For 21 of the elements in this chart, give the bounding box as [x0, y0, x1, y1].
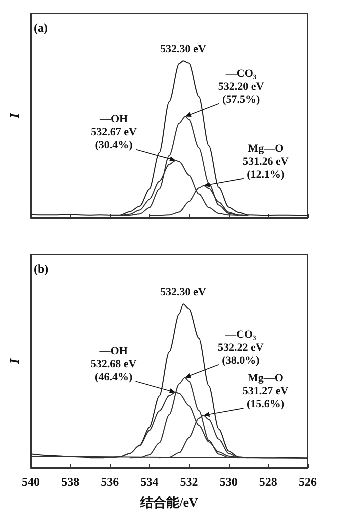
- x-tick-label: 540: [22, 475, 40, 489]
- y-axis-title: I: [7, 112, 22, 120]
- x-tick-label: 532: [180, 475, 198, 489]
- x-tick-label: 530: [220, 475, 238, 489]
- annotation: —CO₃ 532.20 eV (57.5%): [218, 68, 264, 106]
- y-axis-title: I: [7, 358, 22, 366]
- x-tick-label: 536: [101, 475, 120, 489]
- annotation: —CO₃ 532.22 eV (38.0%): [218, 328, 264, 367]
- chart-title: (a): [34, 21, 48, 35]
- x-tick-label: 528: [259, 475, 278, 489]
- x-tick-label: 534: [140, 475, 159, 489]
- annotation: Mg—O 531.26 eV (12.1%): [243, 142, 289, 181]
- x-axis-title: 结合能/eV: [140, 495, 199, 510]
- annotation: 532.30 eV: [160, 44, 206, 56]
- x-tick-label: 538: [62, 475, 80, 489]
- annotation: —OH 532.67 eV (30.4%): [91, 114, 137, 152]
- annotation: Mg—O 531.27 eV (15.6%): [242, 372, 289, 411]
- x-tick-label: 526: [299, 475, 317, 489]
- annotation: 532.30 eV: [160, 286, 206, 299]
- chart-title: (b): [34, 262, 49, 276]
- annotation: —OH 532.68 eV (46.4%): [90, 346, 137, 384]
